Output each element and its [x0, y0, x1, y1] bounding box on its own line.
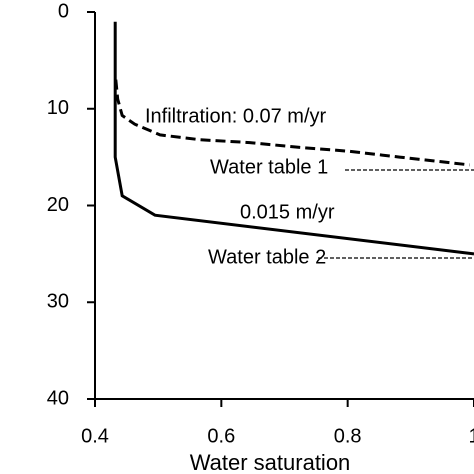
y-tick-label: 10	[47, 97, 69, 119]
x-tick-label: 0.4	[81, 425, 109, 447]
series-line	[114, 79, 470, 167]
annotation: Infiltration: 0.07 m/yr	[145, 105, 327, 127]
x-tick-label: 0.8	[334, 425, 362, 447]
annotation: Water table 1	[210, 156, 328, 178]
annotation: Water table 2	[208, 246, 326, 268]
x-tick-label: 0.6	[207, 425, 235, 447]
series-line	[113, 21, 474, 256]
y-tick-label: 40	[47, 387, 69, 409]
y-tick-label: 30	[47, 291, 69, 313]
x-tick-label: 1	[468, 425, 474, 447]
y-tick-label: 20	[47, 194, 69, 216]
annotation: 0.015 m/yr	[240, 201, 335, 223]
y-tick-label: 0	[58, 0, 69, 22]
x-axis-label: Water saturation	[190, 450, 351, 474]
